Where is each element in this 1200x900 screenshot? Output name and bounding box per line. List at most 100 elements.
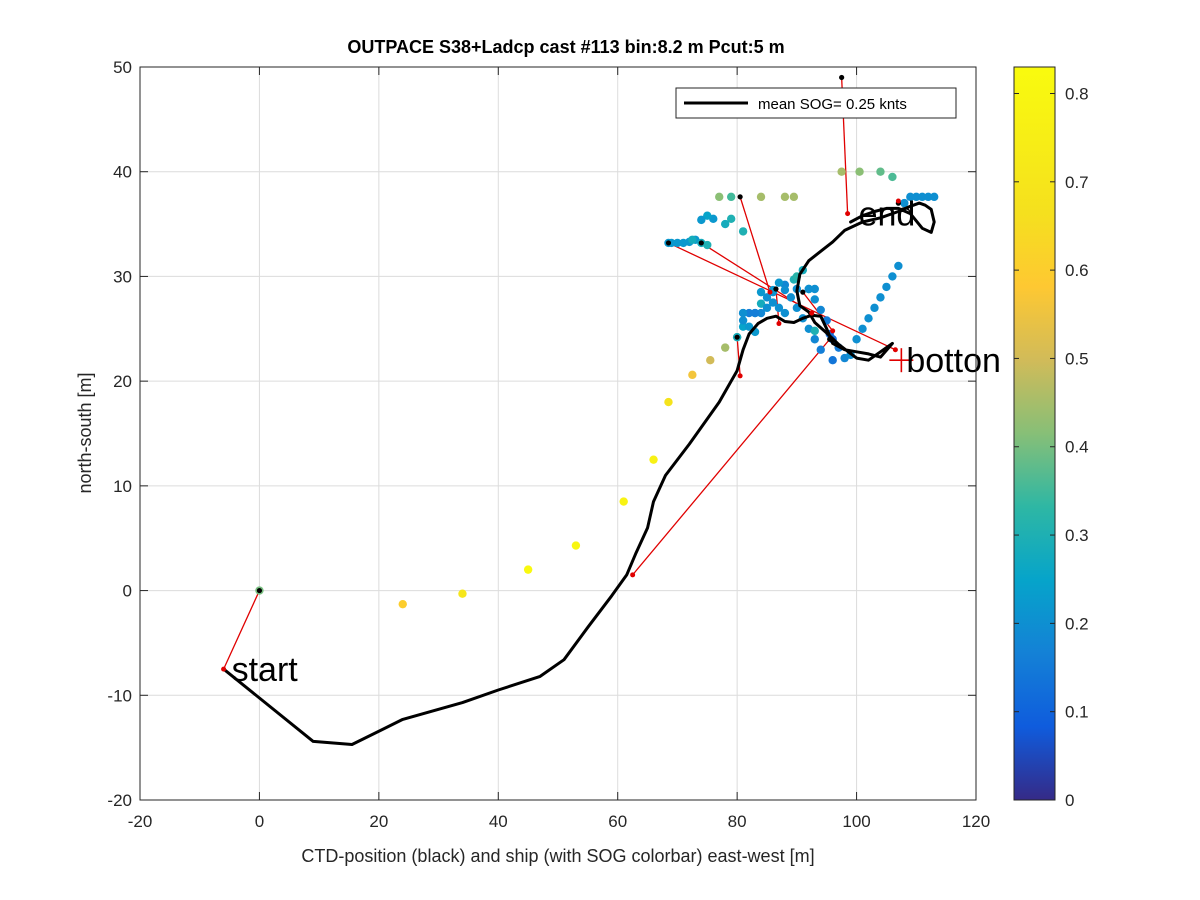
red-link-line: [700, 242, 813, 314]
x-tick-label: -20: [128, 812, 153, 831]
ship-point: [912, 192, 921, 202]
annotation-end: end: [859, 196, 916, 234]
ship-point: [900, 198, 909, 208]
red-link-end: [809, 310, 815, 316]
y-tick-label: 30: [113, 267, 132, 286]
colorbar-tick-label: 0.5: [1065, 349, 1089, 368]
black-marker: [839, 74, 845, 81]
ship-point: [756, 192, 766, 202]
plot-area: [140, 67, 976, 800]
x-tick-label: 80: [728, 812, 747, 831]
plot-content: [221, 74, 939, 746]
ship-point: [816, 345, 825, 354]
ship-point: [876, 167, 885, 176]
ship-point: [810, 326, 819, 336]
ship-point: [768, 298, 778, 307]
ship-point: [750, 308, 760, 318]
ship-point: [852, 335, 861, 344]
ship-point: [918, 192, 927, 202]
black-marker: [256, 587, 263, 594]
x-tick-label: 120: [962, 812, 990, 831]
red-link-end: [892, 347, 898, 353]
ship-point: [619, 497, 628, 506]
ship-points: [255, 167, 939, 609]
ship-point: [738, 227, 748, 236]
colorbar-tick-label: 0: [1065, 791, 1074, 810]
ship-point: [789, 192, 799, 202]
red-link-end: [767, 289, 773, 295]
bottom-marker: [889, 348, 914, 373]
ship-point: [855, 167, 864, 176]
colorbar-tick-label: 0.7: [1065, 173, 1089, 192]
black-marker: [665, 240, 672, 246]
ship-point: [774, 303, 784, 313]
ship-point: [780, 192, 790, 202]
ship-point: [571, 541, 581, 550]
y-tick-label: 0: [123, 582, 132, 601]
ship-point: [888, 272, 897, 281]
black-marker: [698, 240, 704, 246]
red-link-end: [630, 572, 636, 578]
black-marker: [827, 336, 833, 342]
ship-point: [715, 192, 724, 202]
ship-point: [673, 238, 682, 248]
colorbar-tick-label: 0.2: [1065, 614, 1089, 633]
red-link-ends: [221, 198, 901, 672]
ship-point: [828, 356, 837, 365]
ship-point: [804, 284, 813, 294]
ship-point: [697, 215, 706, 225]
y-tick-label: -20: [107, 791, 132, 810]
y-tick-label: 40: [113, 163, 132, 182]
black-marker: [737, 194, 743, 200]
colorbar-tick-label: 0.3: [1065, 526, 1089, 545]
ship-point: [649, 455, 658, 464]
ship-point: [738, 316, 748, 325]
ship-point: [726, 192, 736, 202]
colorbar-tick-label: 0.6: [1065, 261, 1089, 280]
ship-point: [703, 240, 712, 250]
ship-point: [458, 589, 467, 598]
grid-lines: [139, 66, 977, 801]
chart-title: OUTPACE S38+Ladcp cast #113 bin:8.2 m Pc…: [347, 37, 784, 57]
ship-point: [780, 285, 790, 295]
ship-point: [721, 219, 730, 229]
legend-label: mean SOG= 0.25 knts: [758, 96, 907, 113]
red-link-line: [739, 196, 771, 293]
y-tick-label: 50: [113, 58, 132, 77]
colorbar-tick-label: 0.4: [1065, 438, 1089, 457]
black-marker: [800, 289, 806, 295]
red-link-end: [776, 321, 782, 327]
colorbar: 0 0.1 0.2 0.3 0.4 0.5 0.6 0.7 0.8: [1013, 66, 1089, 810]
ship-point: [523, 565, 533, 574]
ship-point: [762, 293, 772, 302]
ctd-track-line: [222, 201, 936, 746]
red-link-line: [736, 337, 741, 376]
ship-point: [664, 397, 673, 407]
ship-point: [744, 322, 754, 331]
x-tick-label: 100: [842, 812, 870, 831]
ship-point: [688, 235, 697, 244]
ship-point: [756, 299, 766, 308]
ship-point: [816, 305, 825, 315]
red-link-end: [845, 211, 851, 217]
x-tick-label: 40: [489, 812, 508, 831]
ship-point: [810, 335, 819, 344]
red-link-end: [830, 328, 836, 334]
red-link-line: [668, 242, 896, 351]
ship-point: [837, 167, 846, 176]
ship-point: [858, 324, 867, 333]
x-axis-ticks: -20 0 20 40 60 80 100 120: [128, 67, 990, 831]
y-tick-label: 10: [113, 477, 132, 496]
annotation-start: start: [232, 651, 299, 689]
x-tick-label: 20: [369, 812, 388, 831]
ship-point: [688, 370, 697, 380]
black-marker: [773, 286, 779, 292]
ship-point: [924, 192, 933, 202]
ship-point: [756, 287, 766, 297]
y-tick-label: -10: [107, 686, 132, 705]
ship-point: [882, 282, 891, 292]
ship-point: [703, 211, 712, 220]
ship-point: [876, 293, 885, 302]
ship-point: [762, 303, 772, 313]
legend: mean SOG= 0.25 knts: [675, 87, 957, 119]
